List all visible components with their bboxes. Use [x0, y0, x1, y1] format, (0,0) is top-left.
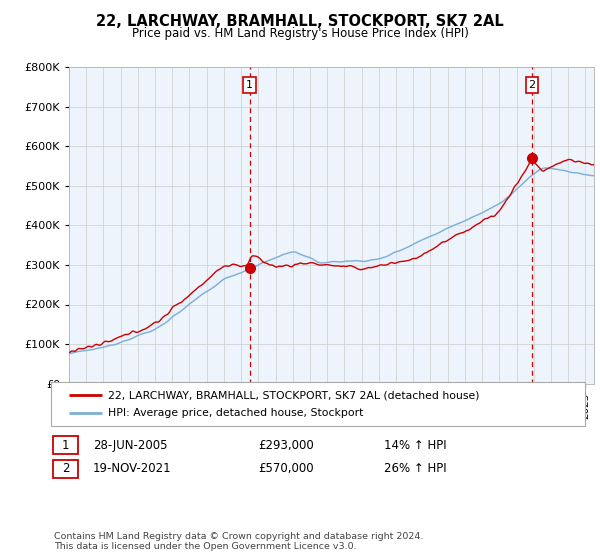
Text: 28-JUN-2005: 28-JUN-2005: [93, 438, 167, 452]
Text: 14% ↑ HPI: 14% ↑ HPI: [384, 438, 446, 452]
Text: 2: 2: [62, 462, 69, 475]
Text: £293,000: £293,000: [258, 438, 314, 452]
Text: 22, LARCHWAY, BRAMHALL, STOCKPORT, SK7 2AL: 22, LARCHWAY, BRAMHALL, STOCKPORT, SK7 2…: [96, 14, 504, 29]
Text: Contains HM Land Registry data © Crown copyright and database right 2024.
This d: Contains HM Land Registry data © Crown c…: [54, 532, 424, 552]
Text: 26% ↑ HPI: 26% ↑ HPI: [384, 462, 446, 475]
Text: HPI: Average price, detached house, Stockport: HPI: Average price, detached house, Stoc…: [108, 408, 364, 418]
Text: Price paid vs. HM Land Registry's House Price Index (HPI): Price paid vs. HM Land Registry's House …: [131, 27, 469, 40]
Text: 19-NOV-2021: 19-NOV-2021: [93, 462, 172, 475]
Text: £570,000: £570,000: [258, 462, 314, 475]
Text: 1: 1: [246, 80, 253, 90]
Text: 2: 2: [528, 80, 535, 90]
Text: 22, LARCHWAY, BRAMHALL, STOCKPORT, SK7 2AL (detached house): 22, LARCHWAY, BRAMHALL, STOCKPORT, SK7 2…: [108, 390, 479, 400]
Text: 1: 1: [62, 438, 69, 452]
